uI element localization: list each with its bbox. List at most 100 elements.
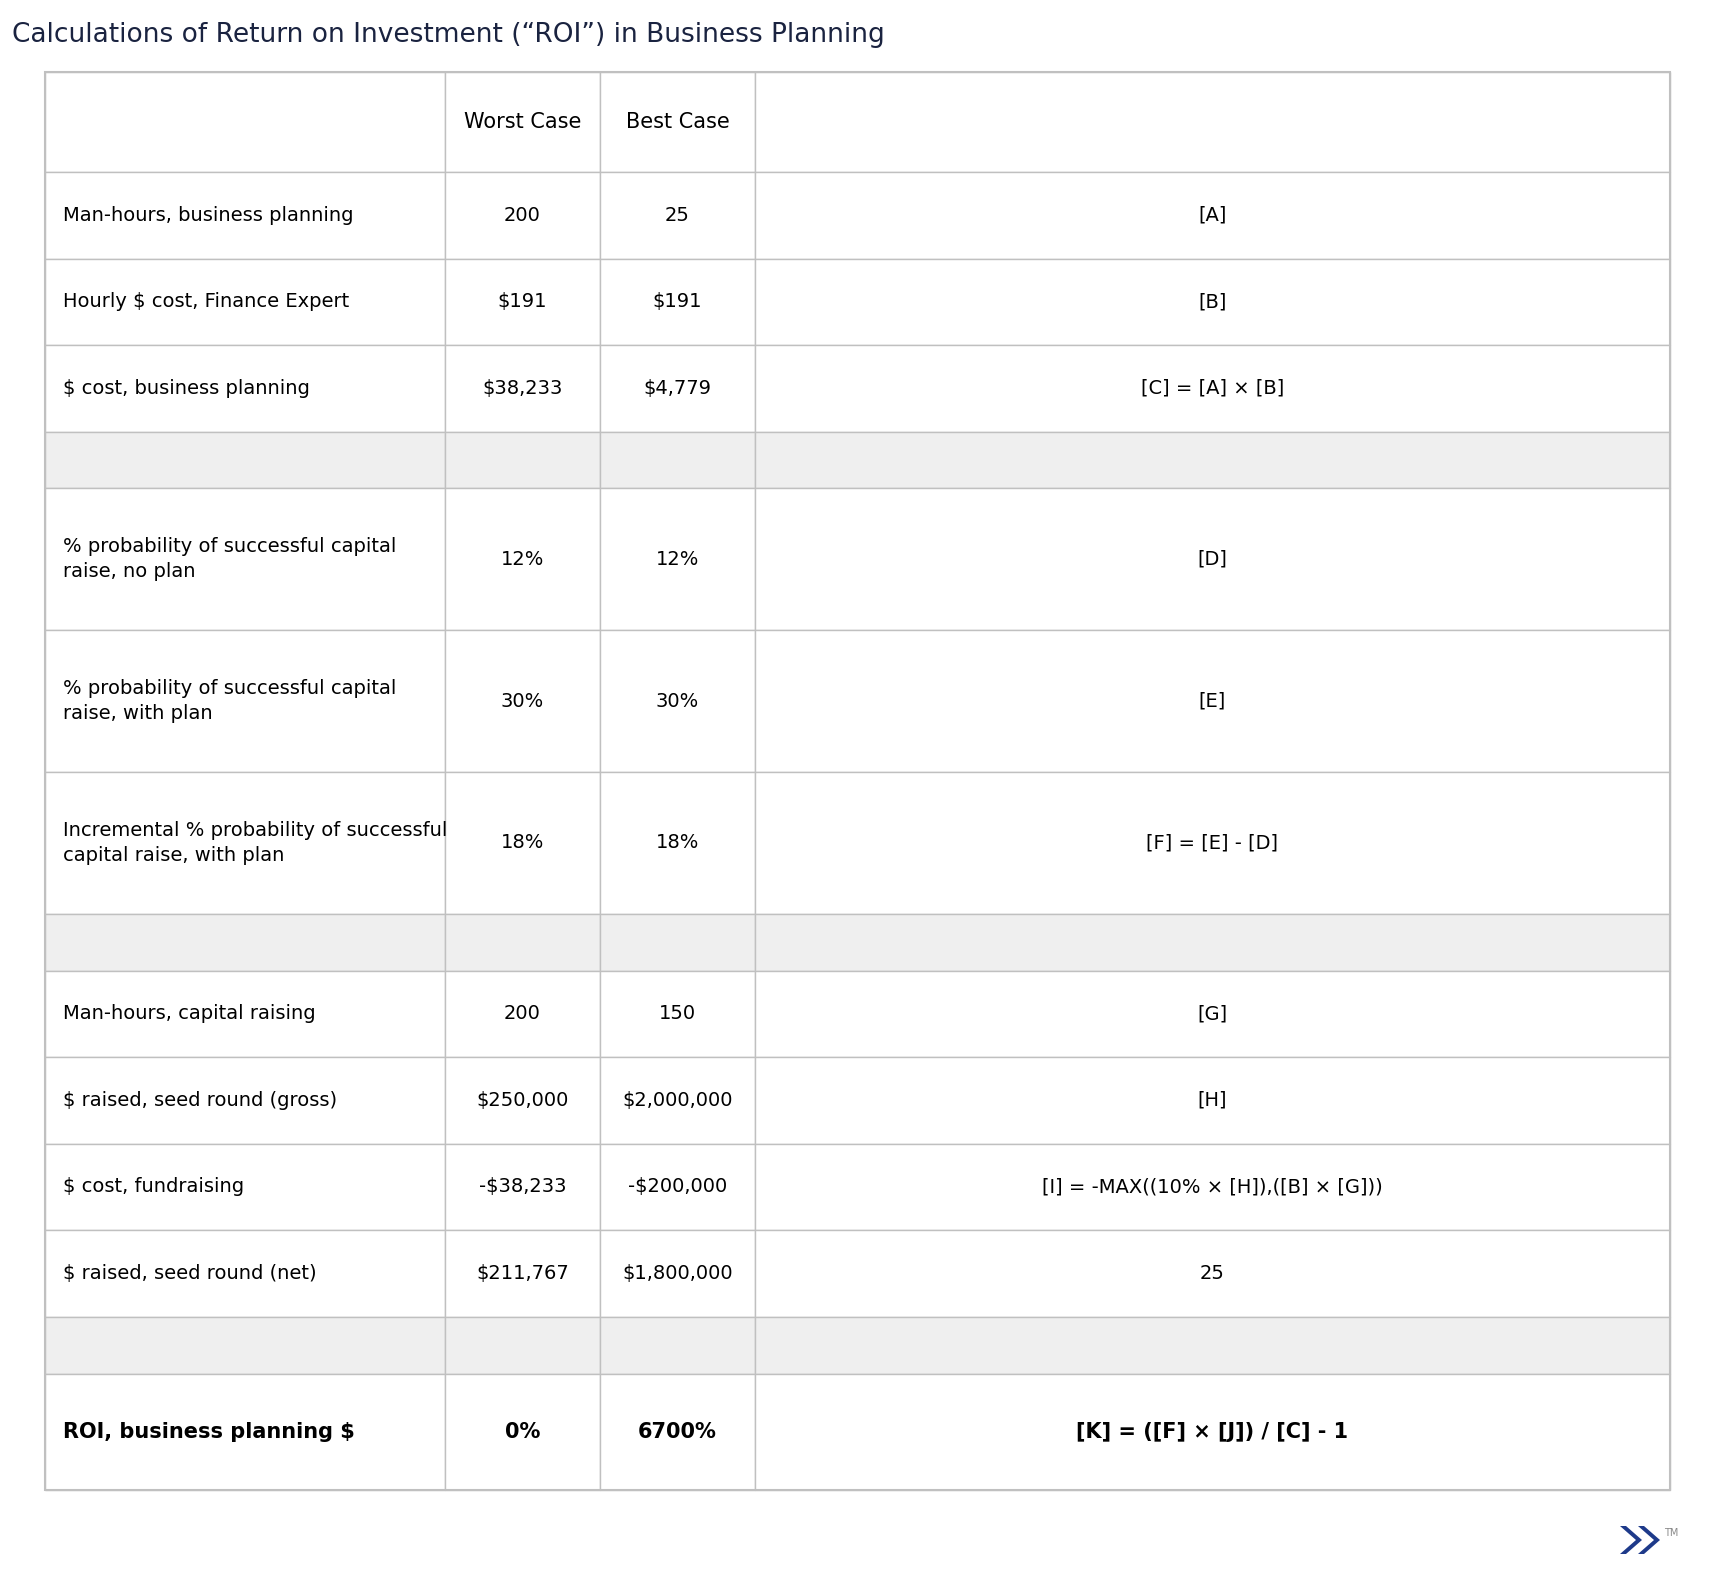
Bar xyxy=(45,1057,445,1144)
Bar xyxy=(600,1144,755,1231)
Text: 25: 25 xyxy=(666,206,690,225)
Text: 30%: 30% xyxy=(655,692,698,711)
Bar xyxy=(755,1231,1670,1317)
Bar xyxy=(600,172,755,258)
Text: [C] = [A] × [B]: [C] = [A] × [B] xyxy=(1140,379,1285,398)
Text: TM: TM xyxy=(1663,1529,1679,1538)
Bar xyxy=(445,172,600,258)
Bar xyxy=(45,488,445,630)
Polygon shape xyxy=(1637,1525,1660,1554)
Bar xyxy=(600,72,755,172)
Text: 12%: 12% xyxy=(655,550,700,569)
Bar xyxy=(45,1317,445,1374)
Bar xyxy=(445,1317,600,1374)
Bar xyxy=(445,771,600,913)
Polygon shape xyxy=(1620,1525,1643,1554)
Bar xyxy=(600,1317,755,1374)
Text: $ raised, seed round (net): $ raised, seed round (net) xyxy=(64,1264,316,1283)
Bar xyxy=(45,172,445,258)
Bar xyxy=(45,432,445,488)
Bar xyxy=(45,1374,445,1490)
Text: [E]: [E] xyxy=(1199,692,1226,711)
Text: Hourly $ cost, Finance Expert: Hourly $ cost, Finance Expert xyxy=(64,292,349,311)
Text: $191: $191 xyxy=(654,292,702,311)
Text: [G]: [G] xyxy=(1197,1004,1228,1023)
Text: [I] = -MAX((10% × [H]),([B] × [G])): [I] = -MAX((10% × [H]),([B] × [G])) xyxy=(1042,1178,1383,1197)
Text: [F] = [E] - [D]: [F] = [E] - [D] xyxy=(1147,834,1278,853)
Bar xyxy=(600,771,755,913)
Bar xyxy=(45,771,445,913)
Text: [H]: [H] xyxy=(1197,1090,1228,1109)
Bar xyxy=(445,971,600,1057)
Text: $2,000,000: $2,000,000 xyxy=(623,1090,733,1109)
Bar xyxy=(600,630,755,771)
Text: 25: 25 xyxy=(1201,1264,1225,1283)
Bar xyxy=(445,913,600,971)
Text: $ cost, business planning: $ cost, business planning xyxy=(64,379,310,398)
Bar xyxy=(755,1144,1670,1231)
Bar xyxy=(600,1057,755,1144)
Text: 6700%: 6700% xyxy=(638,1422,717,1443)
Text: ROI, business planning $: ROI, business planning $ xyxy=(64,1422,354,1443)
Text: Man-hours, capital raising: Man-hours, capital raising xyxy=(64,1004,316,1023)
Text: $ cost, fundraising: $ cost, fundraising xyxy=(64,1178,244,1197)
Bar xyxy=(600,1374,755,1490)
Text: 18%: 18% xyxy=(655,834,700,853)
Text: % probability of successful capital
raise, with plan: % probability of successful capital rais… xyxy=(64,679,396,724)
Text: $191: $191 xyxy=(497,292,547,311)
Bar xyxy=(600,971,755,1057)
Text: Incremental % probability of successful
capital raise, with plan: Incremental % probability of successful … xyxy=(64,821,447,866)
Text: 200: 200 xyxy=(504,206,540,225)
Bar xyxy=(45,72,1670,1490)
Text: Calculations of Return on Investment (“ROI”) in Business Planning: Calculations of Return on Investment (“R… xyxy=(12,22,884,48)
Text: -$200,000: -$200,000 xyxy=(628,1178,728,1197)
Bar xyxy=(600,913,755,971)
Bar xyxy=(755,630,1670,771)
Text: 12%: 12% xyxy=(501,550,544,569)
Text: 0%: 0% xyxy=(504,1422,540,1443)
Text: $211,767: $211,767 xyxy=(476,1264,569,1283)
Bar xyxy=(755,971,1670,1057)
Bar xyxy=(45,971,445,1057)
Bar xyxy=(600,258,755,346)
Text: Worst Case: Worst Case xyxy=(464,112,581,132)
Text: $38,233: $38,233 xyxy=(482,379,562,398)
Bar xyxy=(445,1231,600,1317)
Bar xyxy=(445,72,600,172)
Text: [D]: [D] xyxy=(1197,550,1228,569)
Text: Man-hours, business planning: Man-hours, business planning xyxy=(64,206,354,225)
Text: [B]: [B] xyxy=(1199,292,1226,311)
Bar xyxy=(600,346,755,432)
Bar xyxy=(755,1374,1670,1490)
Text: $ raised, seed round (gross): $ raised, seed round (gross) xyxy=(64,1090,337,1109)
Bar xyxy=(755,432,1670,488)
Bar xyxy=(45,913,445,971)
Text: 18%: 18% xyxy=(501,834,544,853)
Bar xyxy=(445,630,600,771)
Text: % probability of successful capital
raise, no plan: % probability of successful capital rais… xyxy=(64,537,396,582)
Bar xyxy=(45,630,445,771)
Bar xyxy=(600,488,755,630)
Bar xyxy=(600,1231,755,1317)
Bar xyxy=(755,913,1670,971)
Bar xyxy=(445,258,600,346)
Text: 200: 200 xyxy=(504,1004,540,1023)
Text: $1,800,000: $1,800,000 xyxy=(623,1264,733,1283)
Bar xyxy=(755,72,1670,172)
Bar xyxy=(445,1144,600,1231)
Bar xyxy=(445,1374,600,1490)
Bar xyxy=(755,172,1670,258)
Bar xyxy=(755,346,1670,432)
Text: -$38,233: -$38,233 xyxy=(478,1178,566,1197)
Bar xyxy=(45,1231,445,1317)
Text: $250,000: $250,000 xyxy=(476,1090,569,1109)
Bar xyxy=(600,432,755,488)
Bar xyxy=(755,771,1670,913)
Bar xyxy=(45,72,445,172)
Text: $4,779: $4,779 xyxy=(643,379,712,398)
Text: Best Case: Best Case xyxy=(626,112,729,132)
Text: [A]: [A] xyxy=(1199,206,1226,225)
Text: 30%: 30% xyxy=(501,692,544,711)
Bar xyxy=(755,1317,1670,1374)
Text: [K] = ([F] × [J]) / [C] - 1: [K] = ([F] × [J]) / [C] - 1 xyxy=(1077,1422,1348,1443)
